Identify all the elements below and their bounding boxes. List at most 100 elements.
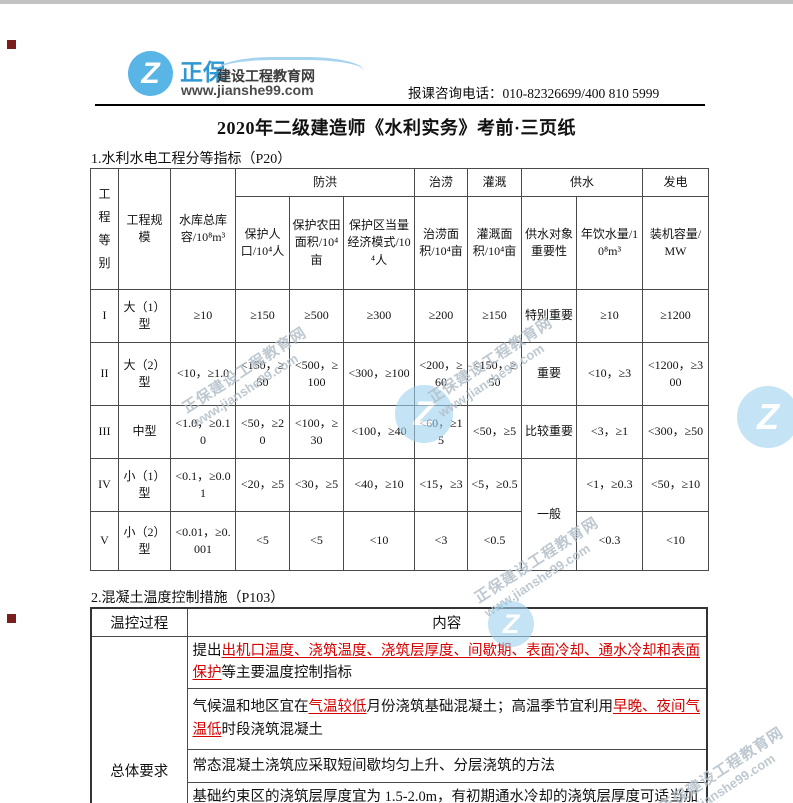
left-margin-marker [7, 614, 16, 623]
cell-scale: 小（2）型 [118, 511, 171, 571]
cell-farm: <30，≥5 [289, 458, 344, 512]
cell-drain: <200，≥60 [414, 342, 468, 406]
highlighted-text: 出机口温度、浇筑温度、浇筑层厚度、间歇期、表面冷却、通水冷却和表面保护 [192, 643, 701, 682]
col-header-installed-capacity: 装机容量/MW [642, 196, 710, 290]
cell-power: ≥1200 [642, 289, 710, 343]
cell-irr: <50，≥5 [467, 405, 522, 459]
t2-col-process: 温控过程 [90, 607, 188, 637]
highlighted-text: 气温较低 [308, 699, 367, 716]
t2-header-row: 温控过程 内容 [90, 607, 708, 637]
plain-text: 气候温和地区宜在 [192, 699, 309, 716]
col-header-grade-label: 工程等别 [98, 187, 111, 270]
cell-water: <3，≥1 [575, 405, 644, 459]
plain-text: 基础约束区的浇筑层厚度宜为 1.5-2.0m，有初期通水冷却的浇筑层厚度可适当加… [192, 788, 698, 803]
brand-name-cn: 正保 [180, 59, 226, 85]
cell-capacity: <10，≥1.0 [170, 342, 236, 406]
col-header-drain-area: 治涝面积/10⁴亩 [414, 196, 468, 290]
cell-water: <1，≥0.3 [575, 458, 644, 512]
cell-water: <0.3 [575, 511, 644, 571]
cell-irr: ≥150 [467, 289, 522, 343]
brand-arc-decoration [216, 57, 364, 71]
consult-phone: 报课咨询电话：010-82326699/400 810 5999 [408, 86, 660, 101]
plain-text: 常态混凝土浇筑应采取短间歇均匀上升、分层浇筑的方法 [192, 757, 556, 774]
plain-text: 等主要温度控制指标 [221, 665, 353, 682]
cell-grade: I [90, 289, 119, 343]
content-cell: 提出出机口温度、浇筑温度、浇筑层厚度、间歇期、表面冷却、通水冷却和表面保护等主要… [186, 636, 708, 689]
cell-farm: <100，≥30 [289, 405, 344, 459]
col-header-supply-importance: 供水对象重要性 [521, 196, 577, 290]
cell-pop: ≥150 [235, 289, 290, 343]
temperature-control-table: 温控过程 内容 总体要求 提出出机口温度、浇筑温度、浇筑层厚度、间歇期、表面冷却、… [90, 607, 708, 803]
brand-website: www.jianshe99.com [181, 82, 314, 98]
cell-econ: <300，≥100 [343, 342, 415, 406]
cell-importance-merged: 一般 [521, 458, 577, 571]
group-header-flood: 防洪 [235, 168, 415, 197]
cell-power: <300，≥50 [642, 405, 710, 459]
cell-irr: <150，≥50 [467, 342, 522, 406]
col-header-capacity: 水库总库容/10⁸m³ [170, 168, 236, 290]
cell-pop: <20，≥5 [235, 458, 290, 512]
cell-water: ≥10 [575, 289, 644, 343]
cell-irr: <5，≥0.5 [467, 458, 522, 512]
plain-text: 时段浇筑混凝土 [221, 721, 324, 738]
table-row-grade-3: III 中型 <1.0，≥0.10 <50，≥20 <100，≥30 <100，… [90, 405, 710, 459]
cell-drain: <15，≥3 [414, 458, 468, 512]
temp-control-row: 常态混凝土浇筑应采取短间歇均匀上升、分层浇筑的方法 [91, 748, 708, 783]
cell-scale: 大（2）型 [118, 342, 171, 406]
cell-grade: V [90, 511, 119, 571]
cell-econ: <100，≥40 [343, 405, 415, 459]
grading-indicators-table: 工程等别 工程规模 水库总库容/10⁸m³ 防洪 治涝 灌溉 供水 发电 保护人… [90, 168, 710, 571]
cell-econ: <40，≥10 [343, 458, 415, 512]
col-header-protected-population: 保护人口/10⁴人 [235, 196, 290, 290]
cell-irr: <0.5 [467, 511, 522, 571]
col-header-annual-water: 年饮水量/10⁸m³ [575, 196, 644, 290]
cell-capacity: ≥10 [170, 289, 236, 343]
temp-control-row: 总体要求 提出出机口温度、浇筑温度、浇筑层厚度、间歇期、表面冷却、通水冷却和表面保… [90, 635, 708, 803]
cell-econ: ≥300 [343, 289, 415, 343]
cell-importance: 重要 [521, 342, 577, 406]
temp-control-row: 气候温和地区宜在气温较低月份浇筑基础混凝土；高温季节宜利用早晚、夜间气温低时段浇… [91, 687, 708, 750]
cell-grade: IV [90, 458, 119, 512]
cell-capacity: <1.0，≥0.10 [170, 405, 236, 459]
table-row-grade-2: II 大（2）型 <10，≥1.0 <150，≥50 <500，≥100 <30… [90, 342, 710, 406]
cell-pop: <5 [235, 511, 290, 571]
cell-scale: 小（1）型 [118, 458, 171, 512]
col-header-protected-farmland: 保护农田面积/10⁴亩 [289, 196, 344, 290]
brand-name-suffix: 建设工程教育网 [217, 70, 315, 85]
group-header-irrigate: 灌溉 [467, 168, 522, 197]
cell-grade: II [90, 342, 119, 406]
temp-control-row: 基础约束区的浇筑层厚度宜为 1.5-2.0m，有初期通水冷却的浇筑层厚度可适当加… [91, 781, 708, 803]
cell-farm: <500，≥100 [289, 342, 344, 406]
section1-heading: 1.水利水电工程分等指标（P20） [91, 152, 292, 167]
left-margin-marker [7, 40, 16, 49]
table-row-grade-1: I 大（1）型 ≥10 ≥150 ≥500 ≥300 ≥200 ≥150 特别重… [90, 289, 710, 343]
t2-col-content: 内容 [186, 607, 708, 637]
table-row-grade-4: IV 小（1）型 <0.1，≥0.01 <20，≥5 <30，≥5 <40，≥1… [90, 458, 710, 571]
cell-importance: 特别重要 [521, 289, 577, 343]
group-header-power: 发电 [642, 168, 710, 197]
col-header-scale: 工程规模 [118, 168, 171, 290]
col-header-grade: 工程等别 [90, 168, 119, 290]
cell-water: <10，≥3 [575, 342, 644, 406]
plain-text: 提出 [192, 643, 222, 659]
cell-econ: <10 [343, 511, 415, 571]
cell-drain: <60，≥15 [414, 405, 468, 459]
col-header-protected-economy: 保护区当量经济模式/10⁴人 [343, 196, 415, 290]
watermark-logo-icon: Z [737, 386, 793, 448]
group-header-row: 工程等别 工程规模 水库总库容/10⁸m³ 防洪 治涝 灌溉 供水 发电 [90, 168, 710, 290]
cell-grade: III [90, 405, 119, 459]
content-cell: 气候温和地区宜在气温较低月份浇筑基础混凝土；高温季节宜利用早晚、夜间气温低时段浇… [186, 687, 708, 750]
row-label-overall-requirements: 总体要求 [90, 635, 188, 803]
cell-pop: <150，≥50 [235, 342, 290, 406]
group-header-drain: 治涝 [414, 168, 468, 197]
section2-heading: 2.混凝土温度控制措施（P103） [91, 591, 285, 606]
highlighted-text: 早晚、夜间气温低 [192, 699, 701, 738]
header-divider [95, 104, 705, 107]
cell-power: <1200，≥300 [642, 342, 710, 406]
cell-importance: 比较重要 [521, 405, 577, 459]
content-cell: 基础约束区的浇筑层厚度宜为 1.5-2.0m，有初期通水冷却的浇筑层厚度可适当加… [186, 781, 708, 803]
cell-scale: 中型 [118, 405, 171, 459]
table-row-grade-5: V 小（2）型 <0.01，≥0.001 <5 <5 <10 <3 <0.5 <… [90, 511, 710, 571]
page-title: 2020年二级建造师《水利实务》考前·三页纸 [216, 118, 576, 138]
plain-text: 月份浇筑基础混凝土；高温季节宜利用 [366, 699, 614, 716]
